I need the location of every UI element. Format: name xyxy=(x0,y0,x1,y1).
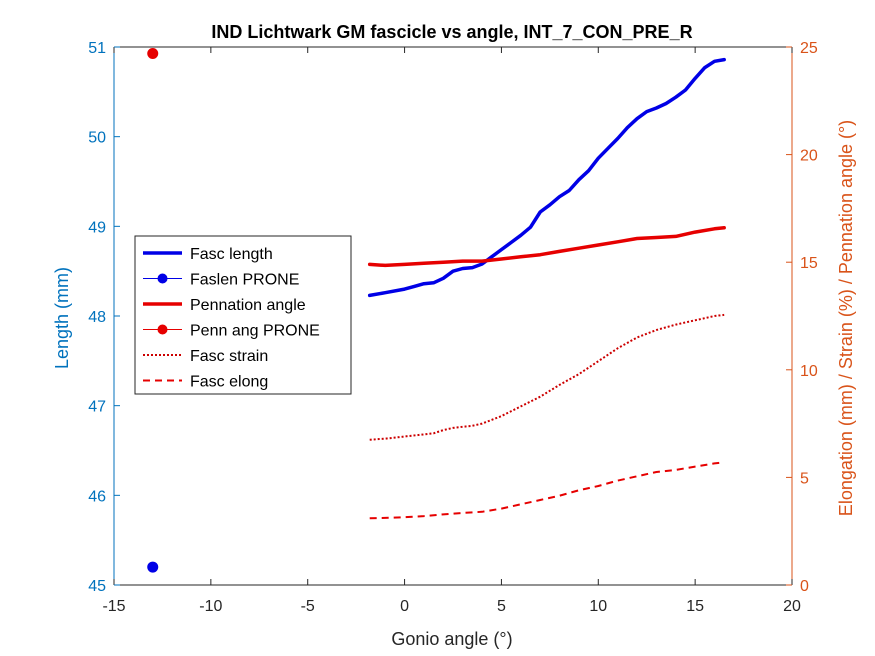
x-tick-label: 10 xyxy=(589,598,607,615)
x-axis-title: Gonio angle (°) xyxy=(391,629,512,649)
x-tick-label: 20 xyxy=(783,598,801,615)
legend-item-faslen-prone: Faslen PRONE xyxy=(143,272,299,289)
legend-box xyxy=(134,235,352,395)
data-point-faslen-prone xyxy=(147,561,159,573)
series-line-pennation-angle xyxy=(367,226,726,268)
legend-label: Pennation angle xyxy=(190,297,306,314)
left-y-tick-label: 46 xyxy=(88,488,106,505)
legend-label: Penn ang PRONE xyxy=(190,323,320,340)
legend: Fasc length Faslen PRONE Pennation angle Pe… xyxy=(134,235,352,395)
legend-item-fasc-length: Fasc length xyxy=(143,246,273,263)
legend-label: Fasc strain xyxy=(190,348,268,365)
right-y-tick-label: 20 xyxy=(800,148,818,165)
left-y-tick-label: 47 xyxy=(88,399,106,416)
series-line-fasc-length xyxy=(367,57,726,298)
series-line-fasc-elong xyxy=(369,461,725,520)
legend-item-pennation-angle: Pennation angle xyxy=(143,297,306,314)
left-y-axis-title: Length (mm) xyxy=(52,267,72,369)
x-tick-label: -5 xyxy=(301,598,315,615)
left-y-tick-label: 45 xyxy=(88,578,106,595)
left-y-tick-label: 50 xyxy=(88,130,106,147)
x-tick-label: 5 xyxy=(497,598,506,615)
data-point-penn-ang-prone xyxy=(147,47,159,59)
x-tick-label: 0 xyxy=(400,598,409,615)
series-fasc-strain xyxy=(369,313,725,441)
right-y-tick-label: 15 xyxy=(800,255,818,272)
left-y-tick-label: 51 xyxy=(88,40,106,57)
series-fasc-elong xyxy=(369,461,725,520)
x-tick-label: 15 xyxy=(686,598,704,615)
right-y-tick-label: 0 xyxy=(800,578,809,595)
right-y-axis-title: Elongation (mm) / Strain (%) / Pennation… xyxy=(836,120,856,516)
series-penn-ang-prone xyxy=(147,47,159,59)
legend-item-fasc-strain: Fasc strain xyxy=(143,348,268,365)
legend-item-fasc-elong: Fasc elong xyxy=(143,374,268,391)
legend-label: Fasc elong xyxy=(190,374,268,391)
legend-label: Fasc length xyxy=(190,246,273,263)
series-layer xyxy=(147,47,726,573)
legend-items: Fasc length Faslen PRONE Pennation angle Pe… xyxy=(143,246,320,391)
right-y-tick-label: 10 xyxy=(800,363,818,380)
x-tick-label: -15 xyxy=(102,598,125,615)
left-y-tick-label: 49 xyxy=(88,219,106,236)
right-y-tick-label: 25 xyxy=(800,40,818,57)
series-fasc-length xyxy=(367,57,726,298)
legend-marker xyxy=(157,324,168,335)
x-tick-label: -10 xyxy=(199,598,222,615)
legend-marker xyxy=(157,273,168,284)
series-pennation-angle xyxy=(367,226,726,268)
right-y-tick-label: 5 xyxy=(800,470,809,487)
legend-label: Faslen PRONE xyxy=(190,272,299,289)
series-faslen-prone xyxy=(147,561,159,573)
left-y-tick-label: 48 xyxy=(88,309,106,326)
series-line-fasc-strain xyxy=(369,313,725,441)
chart-title: IND Lichtwark GM fascicle vs angle, INT_… xyxy=(211,22,692,42)
legend-item-penn-ang-prone: Penn ang PRONE xyxy=(143,323,320,340)
